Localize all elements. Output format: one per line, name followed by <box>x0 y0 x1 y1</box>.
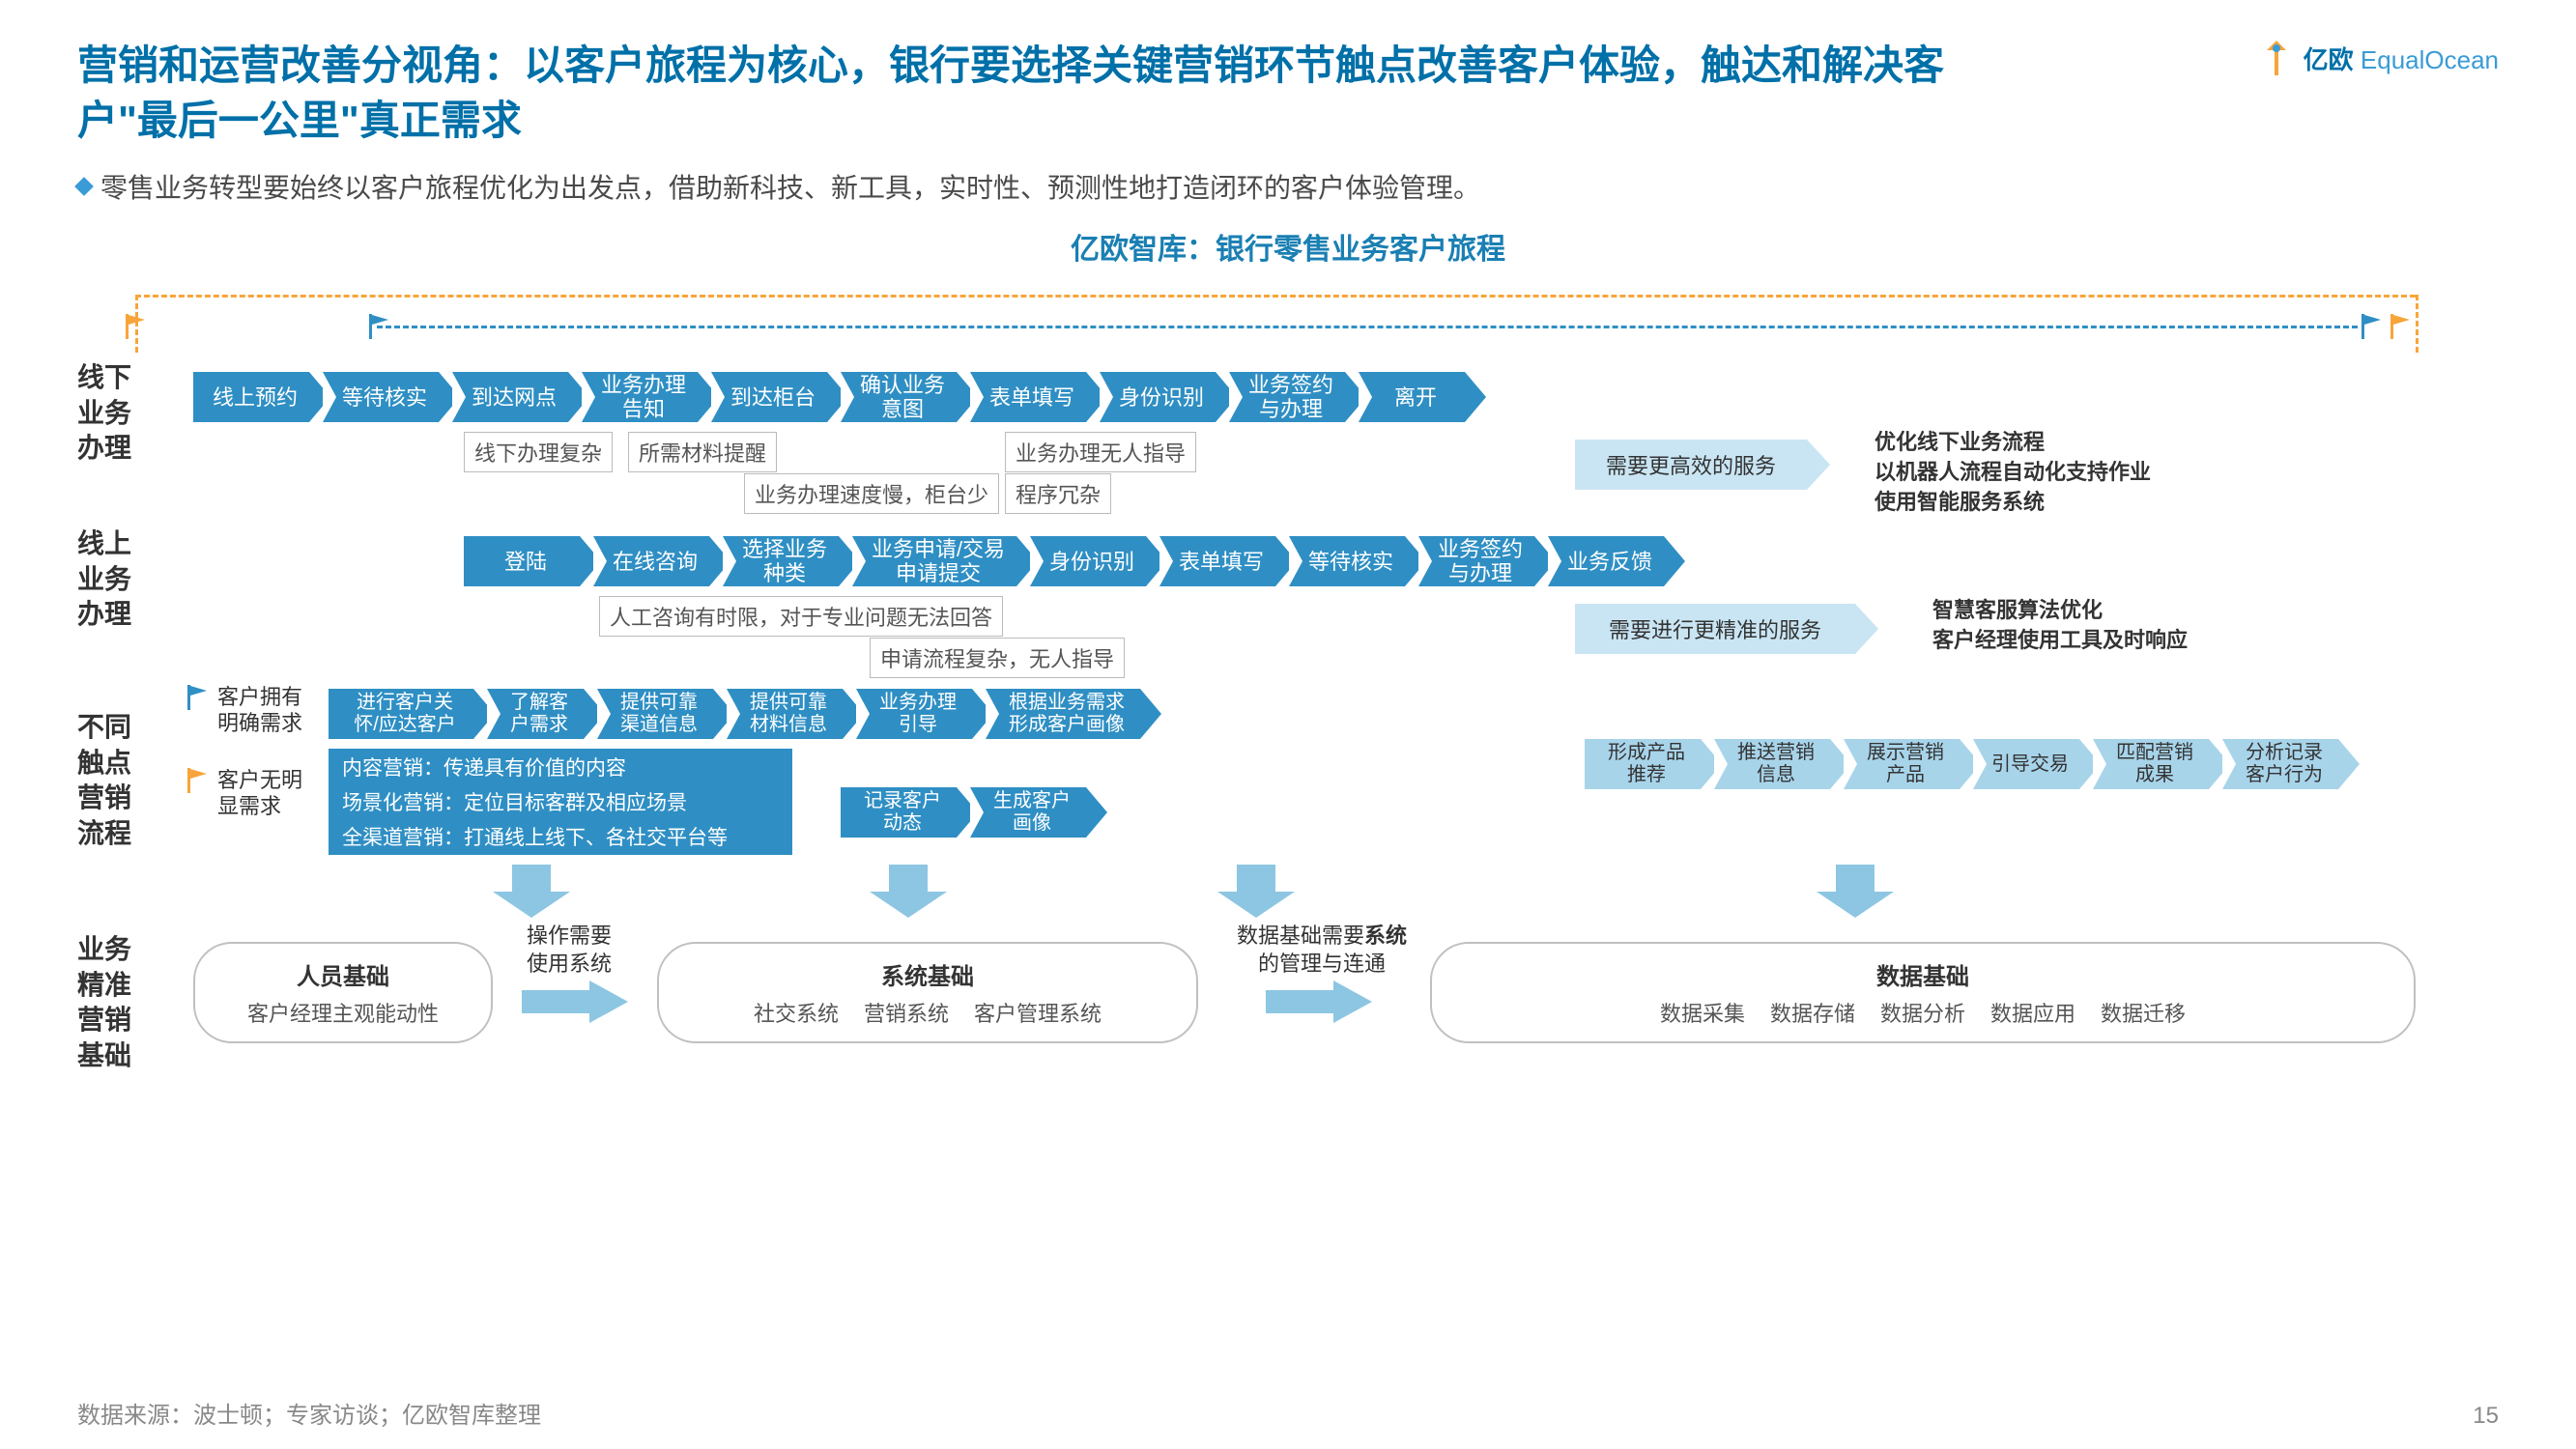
row-label-touchpoint: 不同 触点 营销 流程 <box>77 710 174 851</box>
tp-steps1: 进行客户关 怀/应达客户 了解客 户需求 提供可靠 渠道信息 提供可靠 材料信息… <box>329 689 1154 739</box>
pill-1: 系统基础 社交系统 营销系统 客户管理系统 <box>657 942 1198 1043</box>
note-offline-5: 程序冗杂 <box>1005 473 1111 514</box>
logo-mark-icon <box>2257 39 2296 77</box>
tp1-0: 进行客户关 怀/应达客户 <box>329 689 473 739</box>
tp2-0: 形成产品 推荐 <box>1585 739 1701 789</box>
step-offline-1: 等待核实 <box>323 372 439 422</box>
tp2-1: 推送营销 信息 <box>1714 739 1830 789</box>
dash-loop-top <box>135 295 2416 298</box>
diagram: 线下 业务 办理 线上预约 等待核实 到达网点 业务办理 告知 到达柜台 确认业… <box>77 285 2499 1299</box>
mid-0: 记录客户 动态 <box>841 787 957 838</box>
flag-clear-need <box>184 683 213 712</box>
online-steps: 登陆 在线咨询 选择业务 种类 业务申请/交易 申请提交 身份识别 表单填写 等… <box>464 536 1677 586</box>
result-offline: 优化线下业务流程 以机器人流程自动化支持作业 使用智能服务系统 <box>1875 428 2151 517</box>
step-offline-2: 到达网点 <box>452 372 568 422</box>
step-offline-6: 表单填写 <box>970 372 1086 422</box>
result-online: 智慧客服算法优化 客户经理使用工具及时响应 <box>1932 596 2188 656</box>
row-label-online: 线上 业务 办理 <box>77 526 174 632</box>
page-title: 营销和运营改善分视角：以客户旅程为核心，银行要选择关键营销环节触点改善客户体验，… <box>77 39 1961 148</box>
label-clear-need: 客户拥有 明确需求 <box>217 685 302 736</box>
step-offline-7: 身份识别 <box>1100 372 1216 422</box>
note-offline-1: 线下办理复杂 <box>464 432 613 472</box>
down-arrow-2 <box>870 865 947 918</box>
tp2-4: 匹配营销 成果 <box>2093 739 2209 789</box>
big-arrow-r-0 <box>522 980 628 1023</box>
step-offline-3: 业务办理 告知 <box>582 372 698 422</box>
info-online: 需要进行更精准的服务 <box>1575 604 1855 654</box>
rect-0: 内容营销：传递具有价值的内容 <box>329 749 792 785</box>
step-offline-4: 到达柜台 <box>711 372 827 422</box>
tp2-2: 展示营销 产品 <box>1844 739 1960 789</box>
step-offline-5: 确认业务 意图 <box>841 372 957 422</box>
tp2-3: 引导交易 <box>1973 739 2079 789</box>
tp1-2: 提供可靠 渠道信息 <box>597 689 713 739</box>
diagram-subtitle: 亿欧智库：银行零售业务客户旅程 <box>77 225 2499 268</box>
pill-2-title: 数据基础 <box>1461 957 2385 991</box>
tp1-5: 根据业务需求 形成客户画像 <box>986 689 1140 739</box>
note-offline-3: 业务办理速度慢，柜台少 <box>744 473 999 514</box>
pill-2-sub: 数据采集 数据存储 数据分析 数据应用 数据迁移 <box>1461 997 2385 1028</box>
rect-1: 场景化营销：定位目标客群及相应场景 <box>329 783 792 820</box>
row-label-foundation: 业务 精准 营销 基础 <box>77 932 174 1073</box>
info-offline: 需要更高效的服务 <box>1575 440 1807 490</box>
rect-2: 全渠道营销：打通线上线下、各社交平台等 <box>329 818 792 855</box>
dash-blue-line <box>377 326 2358 328</box>
step-offline-8: 业务签约 与办理 <box>1229 372 1345 422</box>
note-online-1: 人工咨询有时限，对于专业问题无法回答 <box>599 596 1003 637</box>
cap-0: 操作需要 使用系统 <box>527 923 612 978</box>
footer-source: 数据来源：波士顿；专家访谈；亿欧智库整理 <box>77 1396 541 1430</box>
pill-1-sub: 社交系统 营销系统 客户管理系统 <box>688 997 1167 1028</box>
mid-1: 生成客户 画像 <box>970 787 1086 838</box>
logo-text: 亿欧 EqualOcean <box>2304 41 2499 76</box>
step-online-7: 业务签约 与办理 <box>1418 536 1534 586</box>
label-no-need: 客户无明 显需求 <box>217 768 302 819</box>
down-arrow-1 <box>493 865 570 918</box>
pill-1-title: 系统基础 <box>688 957 1167 991</box>
step-offline-9: 离开 <box>1359 372 1465 422</box>
cap-1: 数据基础需要系统的管理与连通 <box>1237 923 1407 978</box>
note-offline-4: 业务办理无人指导 <box>1005 432 1196 472</box>
bullet-row: 零售业务转型要始终以客户旅程优化为出发点，借助新科技、新工具，实时性、预测性地打… <box>77 167 2499 206</box>
flag-blue-mid <box>365 312 394 341</box>
step-online-5: 表单填写 <box>1159 536 1275 586</box>
pill-2: 数据基础 数据采集 数据存储 数据分析 数据应用 数据迁移 <box>1430 942 2416 1043</box>
bullet-text: 零售业务转型要始终以客户旅程优化为出发点，借助新科技、新工具，实时性、预测性地打… <box>100 167 1480 206</box>
pill-0-title: 人员基础 <box>224 957 462 991</box>
down-arrow-3 <box>1217 865 1295 918</box>
flag-blue-right <box>2358 312 2387 341</box>
tp2-5: 分析记录 客户行为 <box>2222 739 2338 789</box>
flag-orange-left <box>122 312 151 341</box>
note-online-2: 申请流程复杂，无人指导 <box>870 638 1125 678</box>
step-online-3: 业务申请/交易 申请提交 <box>852 536 1016 586</box>
footer-page: 15 <box>2473 1403 2499 1430</box>
step-online-6: 等待核实 <box>1289 536 1405 586</box>
step-online-2: 选择业务 种类 <box>723 536 839 586</box>
pill-0: 人员基础 客户经理主观能动性 <box>193 942 493 1043</box>
step-offline-0: 线上预约 <box>193 372 309 422</box>
logo: 亿欧 EqualOcean <box>2257 39 2499 77</box>
flag-orange-right <box>2387 312 2416 341</box>
header: 营销和运营改善分视角：以客户旅程为核心，银行要选择关键营销环节触点改善客户体验，… <box>77 39 2499 148</box>
offline-steps: 线上预约 等待核实 到达网点 业务办理 告知 到达柜台 确认业务 意图 表单填写… <box>193 372 1478 422</box>
tp1-4: 业务办理 引导 <box>856 689 972 739</box>
step-online-1: 在线咨询 <box>593 536 709 586</box>
tp1-3: 提供可靠 材料信息 <box>727 689 843 739</box>
step-online-0: 登陆 <box>464 536 580 586</box>
dash-loop-right <box>2416 295 2419 353</box>
flag-no-need <box>184 766 213 795</box>
step-online-4: 身份识别 <box>1030 536 1146 586</box>
tp-mid: 记录客户 动态 生成客户 画像 <box>841 787 1100 838</box>
tp1-1: 了解客 户需求 <box>487 689 584 739</box>
tp-steps2: 形成产品 推荐 推送营销 信息 展示营销 产品 引导交易 匹配营销 成果 分析记… <box>1585 739 2352 789</box>
note-offline-2: 所需材料提醒 <box>628 432 777 472</box>
step-online-8: 业务反馈 <box>1548 536 1664 586</box>
row-label-offline: 线下 业务 办理 <box>77 360 174 466</box>
down-arrow-4 <box>1817 865 1894 918</box>
diamond-bullet-icon <box>74 177 94 196</box>
pill-0-sub: 客户经理主观能动性 <box>224 997 462 1028</box>
big-arrow-r-1 <box>1266 980 1372 1023</box>
